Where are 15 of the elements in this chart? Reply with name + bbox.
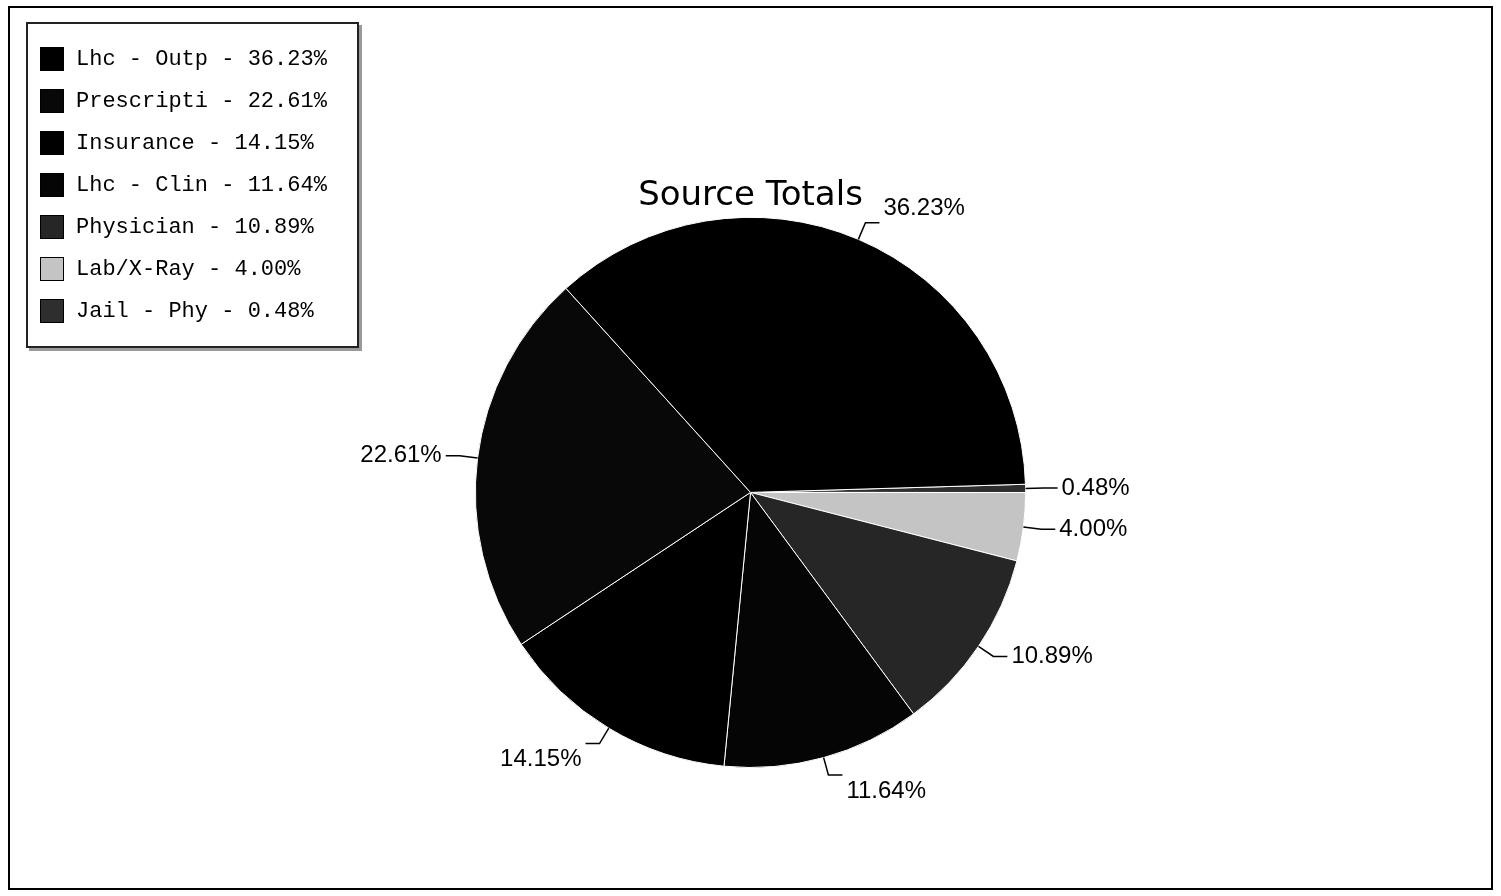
data-label: 22.61% (360, 440, 442, 468)
legend-label: Physician - 10.89% (76, 214, 314, 240)
data-label: 0.48% (1061, 472, 1130, 500)
legend-label: Insurance - 14.15% (76, 130, 314, 156)
data-label: 14.15% (500, 744, 582, 772)
legend-label: Lab/X-Ray - 4.00% (76, 256, 301, 282)
legend-label: Prescripti - 22.61% (76, 88, 327, 114)
text: Source Totals (638, 173, 863, 214)
data-label: 4.00% (1059, 513, 1128, 541)
legend-label: Lhc - Clin - 11.64% (76, 172, 327, 198)
data-label: 11.64% (846, 775, 927, 803)
data-label: 36.23% (883, 193, 965, 221)
legend-label: Jail - Phy - 0.48% (76, 298, 314, 324)
data-label: 10.89% (1011, 641, 1093, 669)
legend-label: Lhc - Outp - 36.23% (76, 46, 327, 72)
